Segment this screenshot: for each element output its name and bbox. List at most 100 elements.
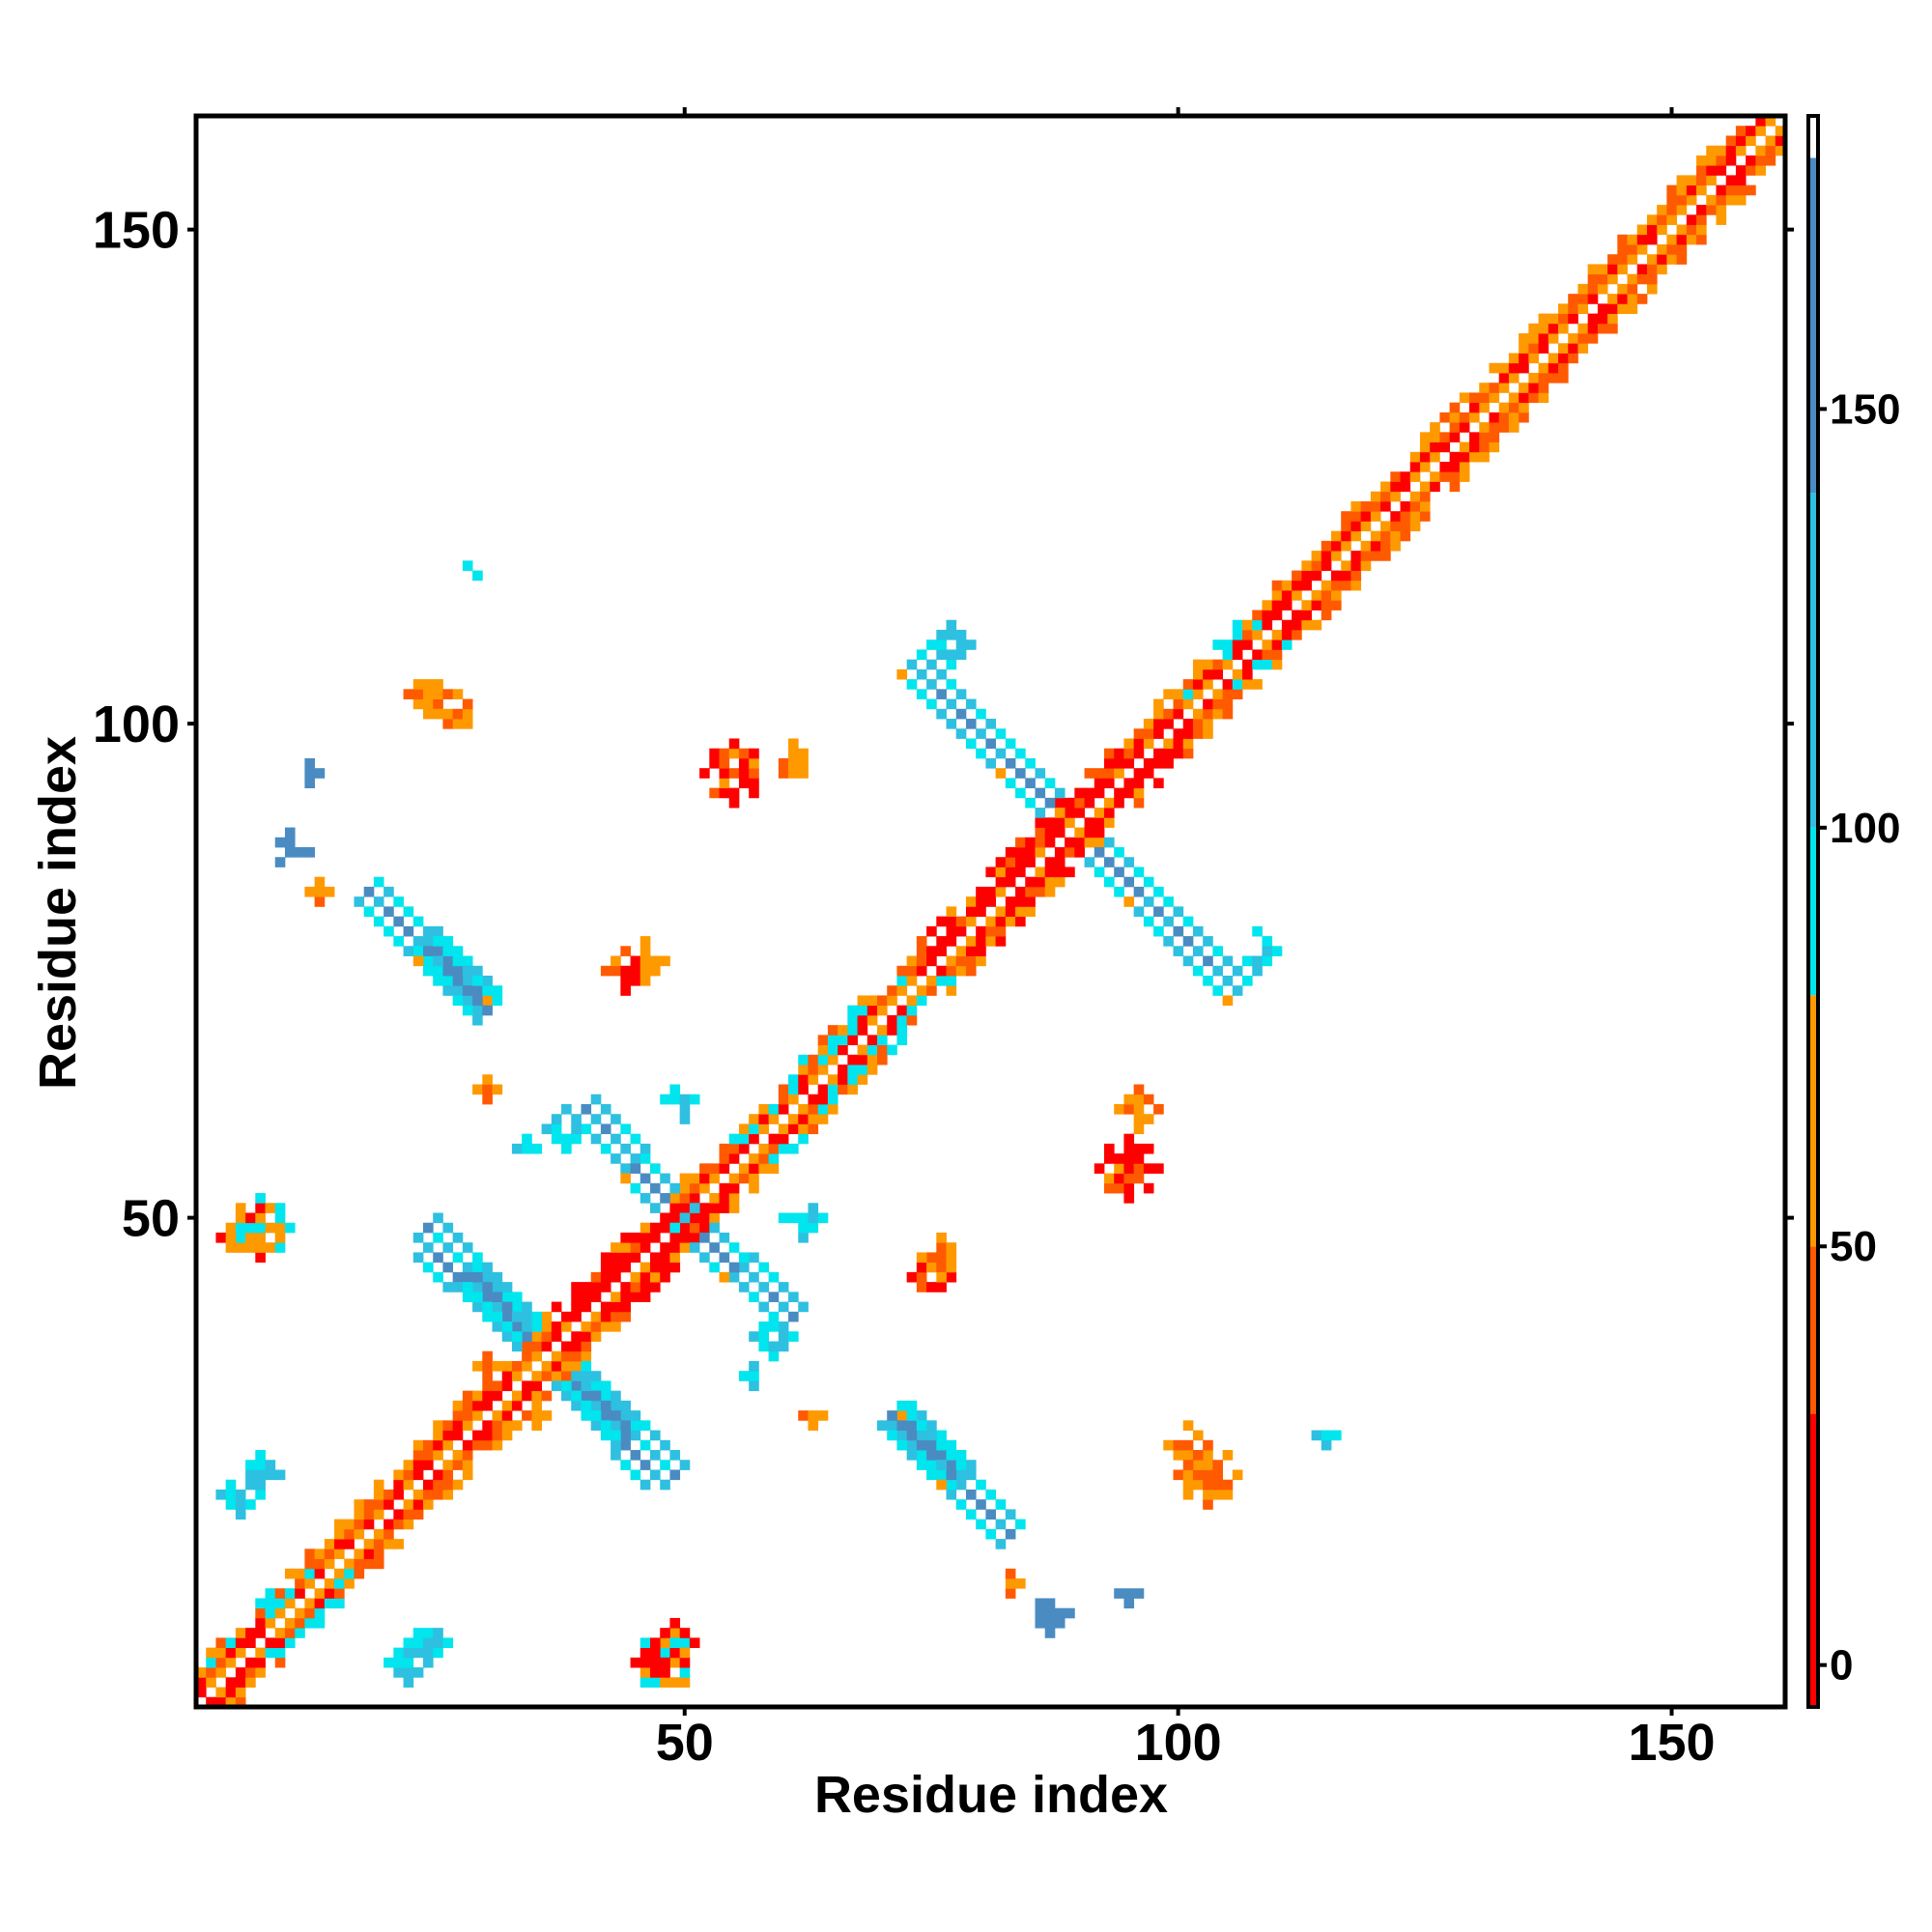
heatmap-cell	[274, 1637, 286, 1649]
heatmap-cell	[1607, 254, 1618, 265]
heatmap-cell	[798, 1301, 809, 1313]
heatmap-cell	[522, 1390, 532, 1402]
heatmap-cell	[1419, 500, 1431, 512]
heatmap-cell	[1666, 194, 1678, 206]
heatmap-cell	[808, 1054, 819, 1065]
heatmap-cell	[1400, 530, 1411, 542]
heatmap-cell	[1262, 955, 1273, 967]
heatmap-cell	[847, 1035, 858, 1045]
heatmap-cell	[955, 1469, 967, 1481]
colorbar-frame	[1806, 114, 1820, 1709]
heatmap-cell	[1114, 1588, 1124, 1599]
heatmap-cell	[1706, 155, 1717, 166]
heatmap-cell	[442, 1489, 454, 1500]
heatmap-cell	[1646, 234, 1658, 245]
heatmap-cell	[867, 1054, 878, 1065]
heatmap-cell	[373, 1539, 384, 1549]
heatmap-cell	[758, 1123, 770, 1135]
heatmap-cell	[926, 639, 937, 650]
heatmap-cell	[1548, 333, 1559, 344]
heatmap-cell	[1657, 224, 1667, 236]
heatmap-cell	[1558, 343, 1569, 354]
heatmap-cell	[709, 1163, 720, 1174]
heatmap-cell	[462, 1460, 473, 1470]
heatmap-cell	[265, 1203, 276, 1213]
heatmap-cell	[1133, 1588, 1145, 1599]
heatmap-cell	[274, 1607, 286, 1619]
heatmap-cell	[728, 1133, 740, 1145]
heatmap-cell	[611, 1390, 621, 1402]
heatmap-cell	[926, 698, 937, 710]
heatmap-cell	[561, 1321, 572, 1332]
heatmap-cell	[384, 1539, 394, 1549]
heatmap-cell	[1519, 333, 1529, 344]
heatmap-cell	[581, 1103, 592, 1115]
heatmap-cell	[896, 985, 908, 996]
heatmap-cell	[1271, 629, 1283, 640]
heatmap-cell	[1765, 135, 1776, 147]
heatmap-cell	[1409, 491, 1421, 502]
heatmap-cell	[1242, 659, 1253, 670]
heatmap-cell	[639, 1153, 651, 1164]
heatmap-cell	[620, 1242, 631, 1253]
heatmap-cell	[1548, 323, 1559, 334]
heatmap-cell	[590, 1390, 602, 1402]
heatmap-cell	[946, 1262, 957, 1273]
heatmap-cell	[936, 1232, 947, 1243]
heatmap-cell	[1419, 491, 1431, 502]
heatmap-cell	[472, 1400, 483, 1411]
heatmap-cell	[1262, 946, 1273, 956]
heatmap-cell	[1568, 294, 1578, 304]
heatmap-cell	[976, 748, 986, 759]
heatmap-cell	[669, 1469, 681, 1481]
heatmap-cell	[403, 1499, 414, 1510]
heatmap-cell	[393, 1667, 404, 1678]
heatmap-cells	[196, 116, 1786, 1708]
heatmap-cell	[1163, 1439, 1174, 1451]
heatmap-cell	[877, 1420, 888, 1431]
heatmap-cell	[1084, 768, 1095, 779]
heatmap-cell	[472, 1360, 483, 1372]
heatmap-cell	[1676, 243, 1688, 255]
heatmap-cell	[936, 708, 947, 720]
heatmap-cell	[896, 1014, 908, 1026]
heatmap-cell	[946, 649, 957, 661]
heatmap-cell	[274, 857, 286, 867]
colorbar-tick-label: 0	[1830, 1642, 1853, 1690]
heatmap-cell	[611, 1430, 621, 1441]
heatmap-cell	[660, 1439, 670, 1451]
heatmap-cell	[630, 1469, 641, 1481]
heatmap-cell	[857, 1044, 868, 1056]
heatmap-cell	[1242, 639, 1253, 650]
heatmap-cell	[1686, 224, 1697, 236]
heatmap-cell	[1025, 797, 1036, 809]
heatmap-cell	[896, 975, 908, 986]
heatmap-cell	[600, 1123, 611, 1135]
heatmap-cell	[1114, 787, 1124, 799]
heatmap-cell	[284, 1637, 296, 1649]
heatmap-cell	[1123, 1173, 1135, 1184]
heatmap-cell	[936, 1479, 947, 1491]
heatmap-cell	[1350, 570, 1362, 582]
heatmap-cell	[501, 1311, 513, 1322]
heatmap-cell	[1182, 719, 1194, 729]
heatmap-cell	[245, 1212, 256, 1224]
heatmap-cell	[600, 1400, 611, 1411]
heatmap-cell	[373, 1499, 384, 1510]
heatmap-cell	[689, 1173, 700, 1184]
heatmap-cell	[274, 1588, 286, 1599]
heatmap-cell	[1469, 402, 1480, 413]
heatmap-cell	[906, 965, 918, 977]
heatmap-cell	[1005, 896, 1016, 907]
heatmap-cell	[482, 1292, 493, 1302]
heatmap-cell	[581, 1360, 592, 1372]
heatmap-cell	[452, 946, 464, 956]
heatmap-cell	[1044, 1617, 1056, 1629]
heatmap-cell	[749, 1292, 759, 1302]
heatmap-cell	[1123, 778, 1135, 789]
heatmap-cell	[1746, 126, 1756, 136]
heatmap-cell	[472, 1430, 483, 1441]
heatmap-cell	[639, 1439, 651, 1451]
heatmap-cell	[452, 1252, 464, 1264]
heatmap-cell	[1646, 254, 1658, 265]
